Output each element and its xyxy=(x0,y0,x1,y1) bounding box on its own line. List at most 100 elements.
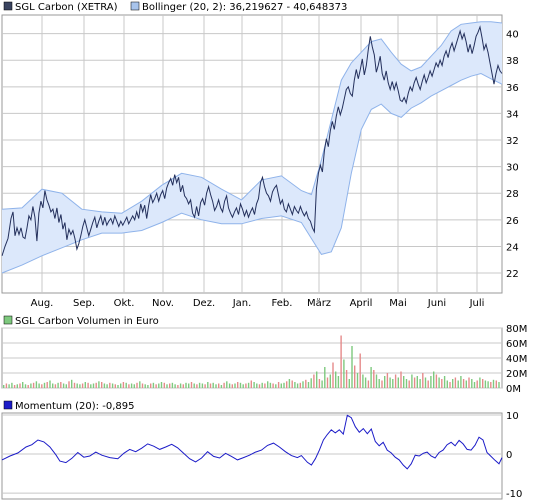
volume-bar xyxy=(291,380,293,388)
volume-bar xyxy=(375,374,378,388)
volume-bar xyxy=(139,381,141,389)
volume-bar xyxy=(356,373,359,388)
volume-bar xyxy=(76,383,78,388)
volume-bar xyxy=(185,382,187,389)
volume-bar xyxy=(125,382,127,389)
volume-bar xyxy=(424,377,427,388)
volume-bar xyxy=(234,383,236,388)
month-x-tick-label: Juli xyxy=(469,298,485,309)
bollinger-lower-line xyxy=(1,72,503,274)
volume-bar xyxy=(111,383,114,388)
volume-bar xyxy=(43,382,46,389)
volume-bar xyxy=(367,380,370,388)
volume-bar xyxy=(299,382,301,389)
volume-bar xyxy=(101,382,103,388)
volume-bar xyxy=(144,384,146,389)
volume-bar xyxy=(419,379,421,388)
volume-bar xyxy=(193,383,195,388)
volume-bar xyxy=(237,382,239,388)
volume-bar xyxy=(220,385,223,388)
volume-bar xyxy=(41,384,43,389)
volume-bar xyxy=(163,382,165,389)
volume-bar xyxy=(169,383,171,388)
volume-bar xyxy=(174,384,176,389)
volume-bar xyxy=(5,383,8,388)
volume-bar xyxy=(422,373,424,388)
volume-bar xyxy=(411,374,413,388)
volume-bar xyxy=(435,374,438,388)
volume-bar xyxy=(465,380,467,388)
volume-bar xyxy=(364,377,367,388)
momentum-legend-label: Momentum (20): -0,895 xyxy=(15,401,134,412)
month-x-tick-label: Feb. xyxy=(272,298,293,309)
volume-bar xyxy=(449,382,451,388)
volume-bar xyxy=(68,381,70,389)
price-y-tick-label: 38 xyxy=(506,56,519,67)
volume-bar xyxy=(188,383,190,388)
momentum-y-tick-label: -10 xyxy=(506,489,522,500)
momentum-y-axis: 10 0 -10 xyxy=(506,411,522,500)
volume-bar xyxy=(120,383,122,388)
volume-bar xyxy=(277,382,280,388)
volume-bar xyxy=(492,379,495,389)
price-y-tick-label: 40 xyxy=(506,30,519,41)
volume-bar xyxy=(190,382,193,388)
volume-bar xyxy=(397,377,399,388)
volume-y-tick-label: 0M xyxy=(506,384,521,395)
volume-bar xyxy=(182,384,184,389)
price-legend-label: SGL Carbon (XETRA) xyxy=(15,2,118,13)
volume-bar xyxy=(3,385,5,388)
volume-bar xyxy=(438,377,440,388)
price-y-tick-label: 24 xyxy=(506,242,519,253)
volume-bar xyxy=(250,380,252,388)
volume-bar xyxy=(313,374,315,388)
volume-bar xyxy=(454,377,457,388)
volume-bar xyxy=(408,380,410,388)
price-y-tick-label: 36 xyxy=(506,83,519,94)
month-x-tick-label: Mai xyxy=(389,298,407,309)
volume-bar xyxy=(326,377,329,388)
volume-bar xyxy=(329,374,331,388)
volume-y-tick-label: 20M xyxy=(506,369,527,380)
price-panel: SGL Carbon (XETRA) Bollinger (20, 2): 36… xyxy=(1,1,519,499)
volume-bar xyxy=(413,377,416,388)
volume-bar xyxy=(253,382,255,388)
volume-bar xyxy=(71,379,73,389)
volume-bar xyxy=(296,383,299,388)
volume-bar xyxy=(427,380,429,388)
volume-bar xyxy=(166,384,168,389)
volume-bar xyxy=(389,377,391,388)
volume-bar xyxy=(462,379,465,388)
volume-bar xyxy=(106,384,108,389)
volume-bar xyxy=(198,382,201,389)
volume-bar xyxy=(171,382,174,389)
momentum-plot-frame xyxy=(1,412,503,500)
volume-bar xyxy=(32,382,35,389)
volume-bar xyxy=(212,382,214,389)
volume-bar xyxy=(286,381,288,389)
volume-bar xyxy=(87,382,89,389)
momentum-legend-swatch xyxy=(3,400,13,410)
volume-bar xyxy=(354,365,356,388)
volume-bar xyxy=(60,382,62,388)
volume-bar xyxy=(348,379,350,388)
volume-bar xyxy=(147,385,149,388)
volume-bar xyxy=(443,376,446,388)
volume-bar xyxy=(373,370,375,388)
volume-bar xyxy=(316,371,318,388)
volume-bar xyxy=(386,373,389,388)
volume-bar xyxy=(242,384,244,389)
volume-bar xyxy=(92,383,95,388)
volume-bar xyxy=(128,384,130,389)
volume-bar xyxy=(38,383,40,388)
volume-bar xyxy=(79,384,81,389)
volume-bar xyxy=(430,376,432,388)
volume-bar xyxy=(403,376,405,388)
volume-bar xyxy=(370,367,372,388)
volume-bar xyxy=(46,382,48,388)
volume-bar xyxy=(256,383,258,388)
volume-bar xyxy=(343,359,345,388)
volume-bar xyxy=(204,384,206,389)
volume-bar xyxy=(490,382,492,388)
volume-bar xyxy=(381,380,383,388)
